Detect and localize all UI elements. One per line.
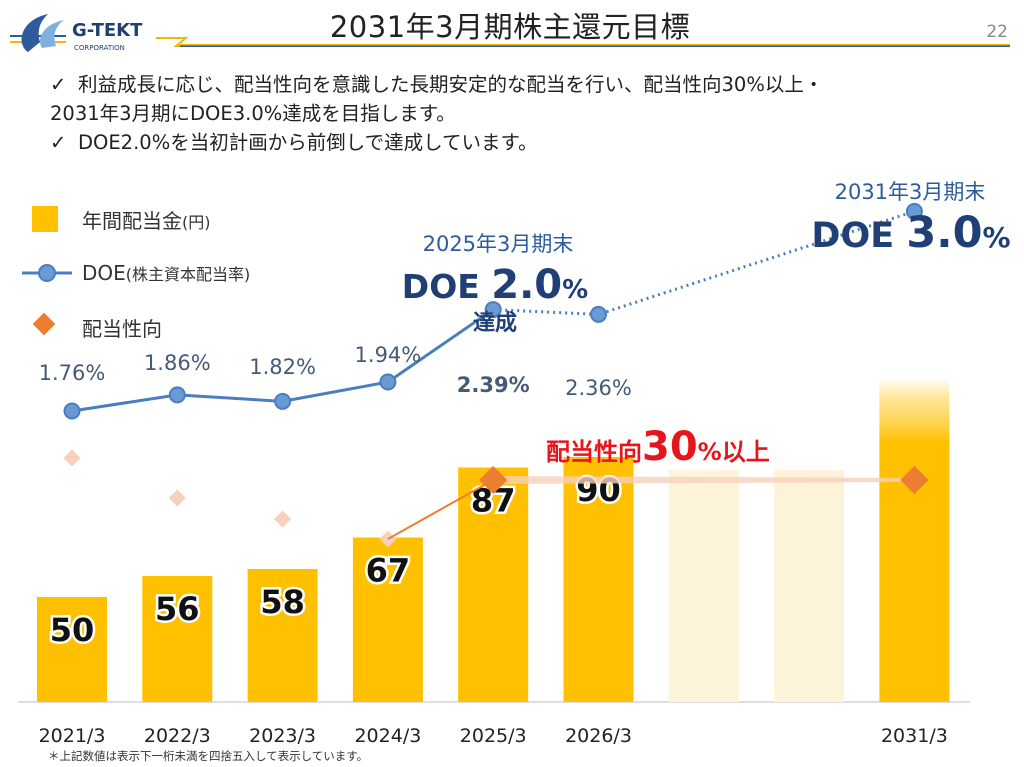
check-icon: ✓ — [50, 73, 67, 96]
line-swatch-icon — [22, 264, 72, 282]
bar-target — [879, 378, 950, 702]
bar-dividend — [458, 467, 529, 702]
fy2025-achieved-label: 達成 — [472, 311, 517, 336]
doe-marker — [590, 305, 607, 323]
payout-marker — [900, 465, 929, 495]
logo-subtext: CORPORATION — [74, 44, 125, 52]
legend-item-doe: DOE(株主資本配当率) — [22, 246, 250, 300]
logo-text: G-TEKT — [72, 20, 143, 41]
page-title: 2031年3月期株主還元目標 — [329, 10, 691, 44]
legend-item-dividend: 年間配当金(円) — [22, 192, 250, 246]
doe-value-label: 1.94% — [355, 343, 422, 367]
payout-marker-faint — [274, 510, 292, 528]
fy2031-doe-label: DOE 3.0% — [811, 208, 1011, 258]
bar-dividend — [142, 576, 213, 702]
page-number: 22 — [986, 22, 1008, 42]
legend-item-payout: 配当性向 — [22, 300, 250, 354]
x-tick-label: 2031/3 — [881, 725, 948, 747]
bar-dividend — [37, 597, 107, 702]
doe-marker — [274, 392, 292, 410]
bullet-item: ✓ DOE2.0%を当初計画から前倒しで達成しています。 — [50, 128, 1010, 157]
legend-label: DOE — [82, 261, 126, 285]
bar-value-label: 50 — [50, 611, 95, 649]
legend-note: (株主資本配当率) — [125, 265, 251, 284]
x-tick-label: 2021/3 — [39, 725, 106, 747]
doe-value-label: 1.82% — [249, 355, 316, 379]
x-tick-label: 2023/3 — [249, 725, 316, 747]
payout-target-band — [493, 476, 915, 484]
fy2031-date-label: 2031年3月期末 — [834, 180, 986, 204]
payout-marker-faint — [63, 449, 81, 467]
doe-marker — [484, 301, 502, 319]
x-tick-label: 2022/3 — [144, 725, 211, 747]
bullet-text: 2031年3月期にDOE3.0%達成を目指します。 — [50, 102, 456, 125]
slide-header: G-TEKT CORPORATION 2031年3月期株主還元目標 22 — [0, 0, 1024, 56]
title-underline — [180, 44, 1010, 47]
payout-target-label: 配当性向30%以上 — [546, 424, 770, 470]
bar-value-label: 56 — [155, 590, 200, 628]
legend-unit: (円) — [182, 212, 211, 232]
diamond-swatch-icon — [32, 312, 56, 336]
payout-marker-faint — [168, 489, 186, 507]
x-tick-label: 2025/3 — [460, 725, 527, 747]
legend-label: 年間配当金 — [82, 208, 182, 233]
doe-marker — [905, 202, 923, 220]
chart-legend: 年間配当金(円) DOE(株主資本配当率) 配当性向 — [22, 192, 250, 354]
bar-value-label: 58 — [260, 583, 305, 621]
doe-value-label: 1.86% — [144, 351, 211, 375]
summary-bullets: ✓ 利益成長に応じ、配当性向を意識した長期安定的な配当を行い、配当性向30%以上… — [50, 70, 1010, 157]
footnote: ＊上記数値は表示下一桁未満を四捨五入して表示しています。 — [48, 749, 369, 763]
legend-label: 配当性向 — [82, 316, 162, 341]
bullet-text: DOE2.0%を当初計画から前倒しで達成しています。 — [78, 131, 538, 154]
bar-dividend — [352, 537, 423, 702]
payout-marker — [479, 465, 508, 495]
doe-marker — [168, 386, 186, 404]
x-tick-label: 2024/3 — [354, 725, 421, 747]
bar-swatch-icon — [32, 206, 58, 232]
bullet-continuation: 2031年3月期にDOE3.0%達成を目指します。 — [50, 99, 1010, 128]
bar-dividend — [247, 569, 318, 702]
company-logo: G-TEKT CORPORATION — [10, 14, 196, 52]
fy2025-date-label: 2025年3月期末 — [422, 232, 574, 256]
payout-line — [387, 479, 494, 540]
check-icon: ✓ — [50, 131, 67, 154]
bar-placeholder — [668, 470, 739, 702]
doe-value-label: 2.36% — [565, 376, 632, 400]
bullet-text: 利益成長に応じ、配当性向を意識した長期安定的な配当を行い、配当性向30%以上・ — [78, 73, 824, 96]
bar-value-label: 67 — [366, 552, 411, 590]
x-tick-label: 2026/3 — [565, 725, 632, 747]
bar-dividend — [563, 457, 634, 702]
bar-placeholder — [774, 470, 845, 702]
doe-value-label: 2.39% — [457, 373, 530, 397]
doe-value-label: 1.76% — [39, 361, 106, 385]
doe-marker — [379, 373, 397, 391]
doe-marker — [63, 402, 81, 420]
bullet-item: ✓ 利益成長に応じ、配当性向を意識した長期安定的な配当を行い、配当性向30%以上… — [50, 70, 1010, 99]
fy2025-doe-label: DOE 2.0% — [401, 262, 589, 308]
